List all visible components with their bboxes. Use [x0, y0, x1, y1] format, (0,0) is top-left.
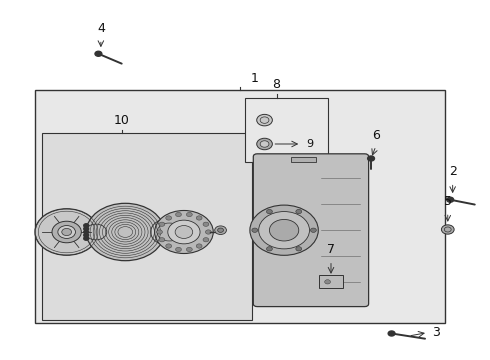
Circle shape: [205, 230, 211, 234]
Circle shape: [296, 210, 302, 214]
Circle shape: [257, 138, 272, 150]
Text: 7: 7: [327, 243, 335, 256]
Circle shape: [186, 212, 192, 217]
Circle shape: [296, 247, 302, 251]
Circle shape: [159, 222, 165, 226]
Text: 6: 6: [372, 129, 380, 141]
Circle shape: [168, 220, 200, 244]
Circle shape: [84, 237, 89, 240]
Bar: [35, 90, 445, 323]
Text: 8: 8: [272, 78, 281, 91]
Circle shape: [441, 225, 454, 234]
Circle shape: [175, 247, 181, 252]
Text: 1: 1: [251, 72, 259, 85]
Circle shape: [368, 156, 374, 161]
Circle shape: [259, 212, 310, 249]
Text: 2: 2: [449, 165, 457, 178]
Circle shape: [257, 114, 272, 126]
Circle shape: [35, 209, 98, 255]
Bar: [292, 157, 316, 162]
Circle shape: [250, 205, 318, 255]
Circle shape: [196, 216, 202, 220]
Bar: [245, 98, 328, 162]
Circle shape: [157, 230, 162, 234]
Circle shape: [203, 222, 209, 226]
Text: 3: 3: [432, 326, 440, 339]
Circle shape: [186, 247, 192, 252]
Circle shape: [86, 203, 164, 261]
Circle shape: [95, 51, 102, 56]
Circle shape: [62, 228, 72, 235]
Circle shape: [218, 228, 223, 232]
Circle shape: [252, 228, 258, 232]
Circle shape: [151, 219, 188, 246]
Circle shape: [267, 247, 272, 251]
FancyBboxPatch shape: [319, 275, 343, 288]
Circle shape: [196, 244, 202, 248]
Circle shape: [155, 211, 213, 253]
Circle shape: [267, 210, 272, 214]
Circle shape: [84, 230, 89, 234]
Text: 10: 10: [114, 114, 130, 127]
Circle shape: [175, 212, 181, 217]
Circle shape: [52, 221, 81, 243]
Circle shape: [166, 244, 171, 248]
Circle shape: [58, 226, 75, 238]
Circle shape: [260, 141, 269, 147]
Circle shape: [311, 228, 317, 232]
Text: 9: 9: [306, 139, 313, 149]
Circle shape: [388, 331, 395, 336]
Text: 5: 5: [444, 195, 452, 208]
Circle shape: [84, 233, 89, 237]
Circle shape: [270, 220, 299, 241]
Circle shape: [175, 226, 193, 238]
Circle shape: [215, 226, 226, 234]
Circle shape: [166, 216, 171, 220]
FancyBboxPatch shape: [253, 154, 368, 307]
Circle shape: [84, 224, 89, 227]
Circle shape: [447, 197, 454, 202]
Circle shape: [203, 238, 209, 242]
Circle shape: [325, 280, 331, 284]
Bar: [42, 134, 252, 320]
Circle shape: [159, 238, 165, 242]
Text: 4: 4: [97, 22, 105, 35]
Circle shape: [84, 227, 89, 230]
